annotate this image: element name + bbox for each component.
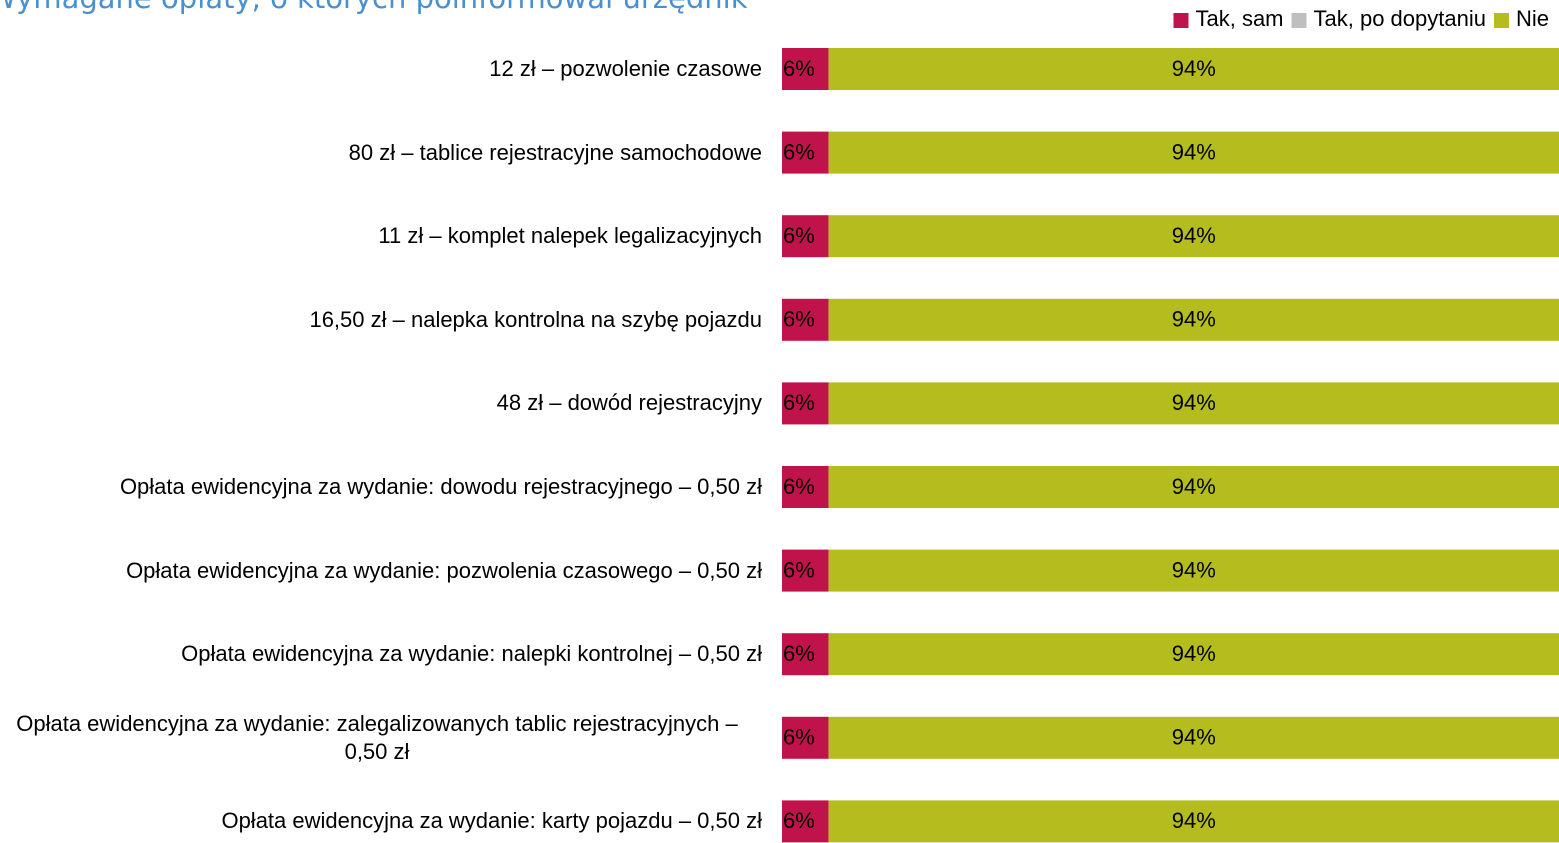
bar-segment: [782, 131, 829, 174]
category-label-box: 12 zł – pozwolenie czasowe: [0, 27, 762, 111]
legend-swatch: [1173, 13, 1189, 28]
bar-segment: [828, 716, 1559, 759]
bar-segment: [782, 716, 829, 759]
bar-segment: [782, 633, 829, 676]
category-label: Opłata ewidencyjna za wydanie: zalegaliz…: [16, 710, 738, 764]
category-label-box: 48 zł – dowód rejestracyjny: [0, 361, 762, 445]
legend-label: Nie: [1516, 6, 1549, 31]
value-label: 6%: [783, 223, 815, 248]
bar-segment: [782, 48, 829, 90]
category-label-box: Opłata ewidencyjna za wydanie: pozwoleni…: [0, 529, 762, 613]
bar-segment: [782, 549, 829, 592]
bar-segment: [828, 633, 1559, 676]
bar-segment: [828, 131, 1559, 174]
category-label-box: Opłata ewidencyjna za wydanie: nalepki k…: [0, 612, 762, 696]
category-label-box: 16,50 zł – nalepka kontrolna na szybę po…: [0, 278, 762, 362]
value-label: 6%: [783, 808, 815, 833]
bar-segment: [782, 382, 829, 425]
value-label: 94%: [1172, 56, 1216, 81]
bar-segment: [782, 466, 829, 508]
bar-segment: [782, 298, 829, 341]
category-label: Opłata ewidencyjna za wydanie: dowodu re…: [119, 474, 762, 499]
value-label: 94%: [1172, 139, 1216, 164]
value-label: 6%: [783, 390, 815, 415]
bar-segment: [782, 800, 829, 843]
category-label: Opłata ewidencyjna za wydanie: karty poj…: [221, 808, 762, 834]
bar-segment: [828, 48, 1559, 90]
legend-label: Tak, sam: [1195, 6, 1283, 31]
bar-segment: [828, 800, 1559, 843]
chart-title: Wymagane opłaty, o których poinformował …: [0, 0, 748, 15]
category-label: 11 zł – komplet nalepek legalizacyjnych: [378, 223, 762, 249]
value-label: 6%: [783, 557, 815, 582]
value-label: 6%: [783, 725, 815, 750]
category-label: 12 zł – pozwolenie czasowe: [489, 56, 762, 81]
category-label: Opłata ewidencyjna za wydanie: pozwoleni…: [126, 557, 762, 583]
category-label: Opłata ewidencyjna za wydanie: nalepki k…: [181, 641, 762, 667]
bar-segment: [828, 215, 1559, 258]
bar-segment: [828, 298, 1559, 341]
value-label: 6%: [783, 474, 815, 499]
value-label: 94%: [1172, 474, 1216, 499]
value-label: 94%: [1172, 223, 1216, 248]
value-label: 6%: [783, 307, 815, 332]
value-label: 6%: [783, 56, 815, 81]
value-label: 94%: [1172, 307, 1216, 332]
bar-segment: [828, 466, 1559, 508]
value-label: 6%: [783, 139, 815, 164]
category-label: 80 zł – tablice rejestracyjne samochodow…: [348, 139, 762, 165]
category-label-box: Opłata ewidencyjna za wydanie: dowodu re…: [0, 445, 762, 529]
category-label: 48 zł – dowód rejestracyjny: [496, 390, 762, 416]
legend-label: Tak, po dopytaniu: [1314, 6, 1486, 31]
bar-segment: [782, 215, 829, 258]
value-label: 94%: [1172, 390, 1216, 415]
legend-swatch: [1493, 13, 1509, 28]
legend-swatch: [1291, 13, 1307, 28]
bar-segment: [828, 549, 1559, 592]
category-label-box: Opłata ewidencyjna za wydanie: karty poj…: [0, 779, 762, 843]
value-label: 94%: [1172, 641, 1216, 666]
value-label: 94%: [1172, 725, 1216, 750]
category-label-box: 80 zł – tablice rejestracyjne samochodow…: [0, 111, 762, 195]
value-label: 94%: [1172, 808, 1216, 833]
value-label: 6%: [783, 641, 815, 666]
value-label: 94%: [1172, 557, 1216, 582]
category-label: 16,50 zł – nalepka kontrolna na szybę po…: [309, 306, 762, 332]
category-label-box: Opłata ewidencyjna za wydanie: zalegaliz…: [0, 696, 762, 780]
category-label-box: 11 zł – komplet nalepek legalizacyjnych: [0, 194, 762, 278]
bar-segment: [828, 382, 1559, 425]
